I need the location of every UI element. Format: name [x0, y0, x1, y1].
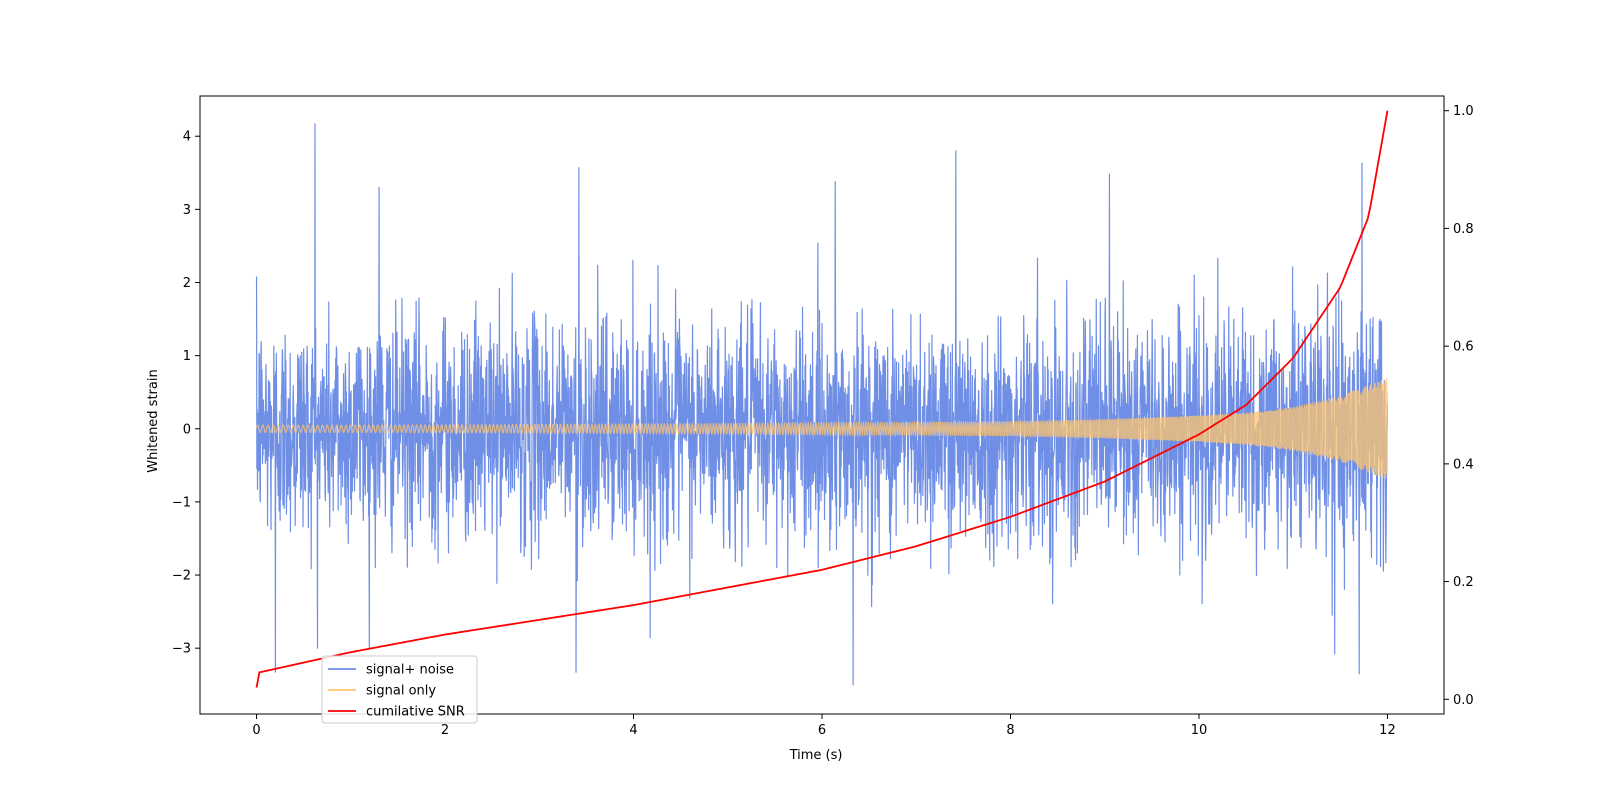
y2-tick-label: 1.0 — [1453, 104, 1474, 119]
x-tick-label: 12 — [1379, 723, 1396, 738]
x-tick-label: 4 — [629, 723, 637, 738]
x-tick-label: 0 — [252, 723, 260, 738]
legend-label: signal+ noise — [366, 663, 454, 678]
y-axis-label: Whitened strain — [146, 369, 161, 472]
plot-area — [255, 110, 1389, 688]
x-axis-label: Time (s) — [789, 748, 843, 763]
y-tick-label: 3 — [183, 203, 191, 218]
legend-label: cumilative SNR — [366, 705, 465, 720]
y-tick-label: 4 — [183, 130, 191, 145]
legend-box — [321, 655, 478, 724]
series-signal-noise-line — [255, 123, 1389, 686]
legend: signal+ noise signal only cumilative SNR — [321, 655, 478, 724]
series-cumulative-snr-line — [255, 110, 1389, 688]
x-tick-label: 6 — [818, 723, 826, 738]
y-tick-label: −1 — [172, 495, 191, 510]
y2-tick-label: 0.4 — [1453, 457, 1474, 472]
y2-tick-label: 0.2 — [1453, 575, 1474, 590]
y-tick-label: 0 — [183, 422, 191, 437]
y-tick-label: −3 — [172, 642, 191, 657]
y2-tick-label: 0.6 — [1453, 340, 1474, 355]
y2-tick-label: 0.0 — [1453, 693, 1474, 708]
legend-label: signal only — [366, 684, 436, 699]
x-tick-label: 8 — [1006, 723, 1014, 738]
series-signal-only-line — [255, 378, 1389, 480]
y-tick-label: 1 — [183, 349, 191, 364]
y-tick-label: −2 — [172, 569, 191, 584]
y-tick-label: 2 — [183, 276, 191, 291]
x-tick-label: 10 — [1191, 723, 1208, 738]
x-tick-label: 2 — [441, 723, 449, 738]
y2-tick-label: 0.8 — [1453, 222, 1474, 237]
